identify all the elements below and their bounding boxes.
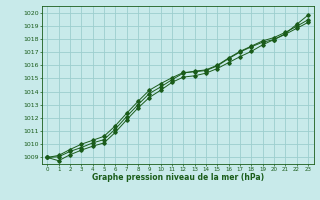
X-axis label: Graphe pression niveau de la mer (hPa): Graphe pression niveau de la mer (hPa) bbox=[92, 173, 264, 182]
